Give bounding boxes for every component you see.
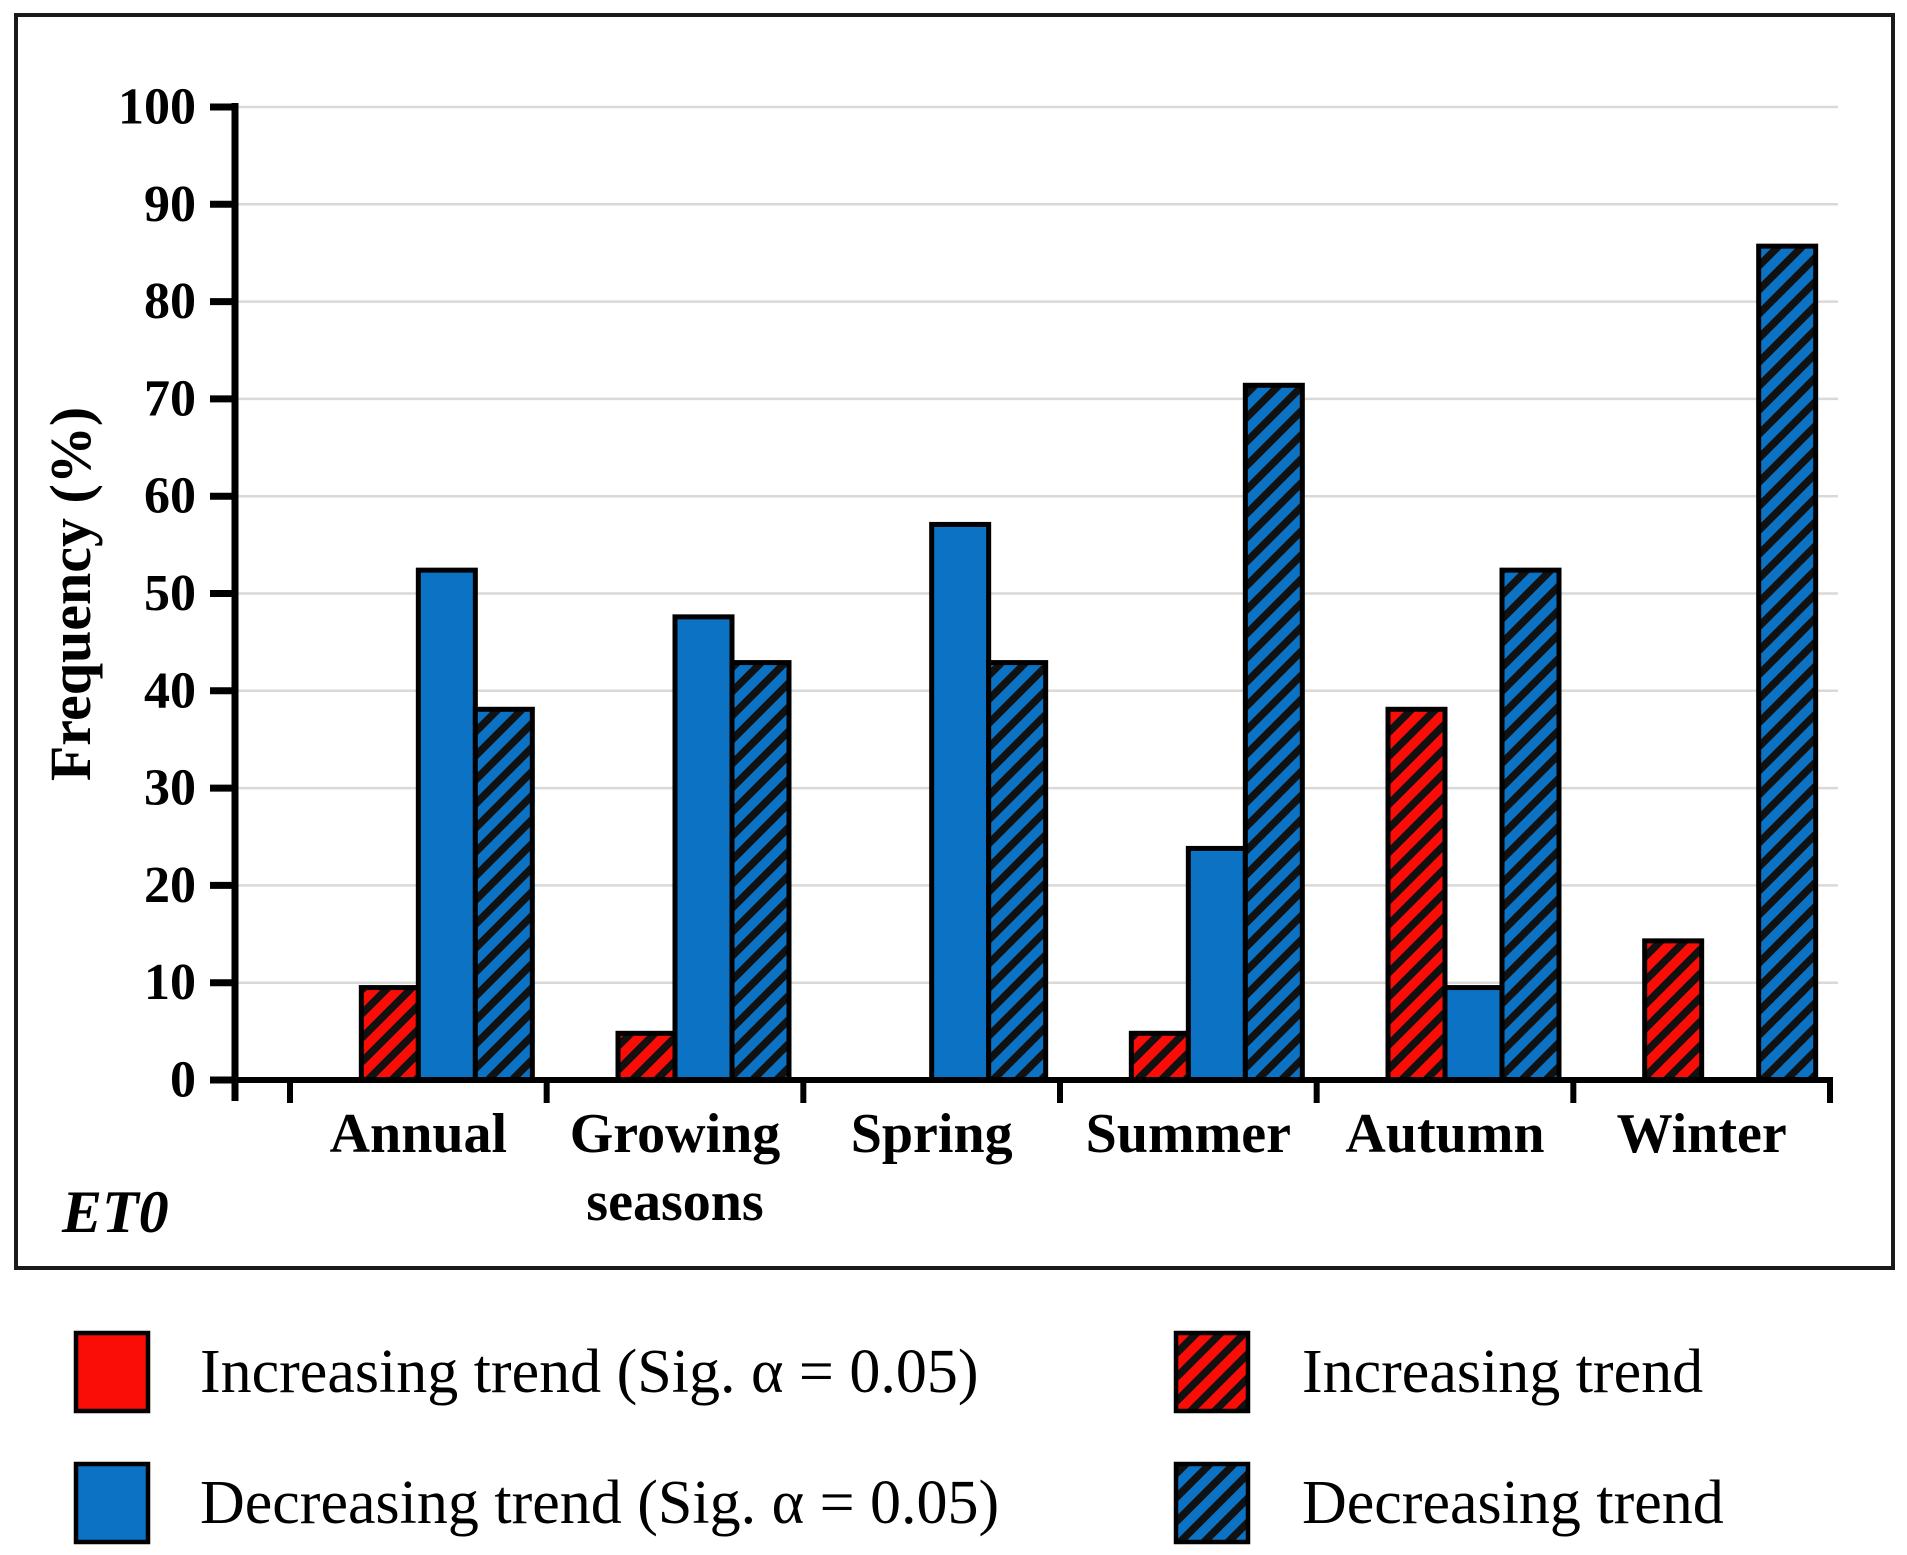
x-category-label-annual: Annual xyxy=(330,1103,507,1165)
bar-summer-decreasing-trend xyxy=(1242,382,1305,1083)
y-tick-label: 10 xyxy=(144,954,196,1011)
bar-summer-increasing-trend xyxy=(1128,1030,1191,1083)
bar-growing-seasons-decreasing-trend-significant xyxy=(672,614,735,1083)
legend-swatch-increasing-trend xyxy=(1173,1330,1251,1414)
legend-label-increasing-trend: Increasing trend xyxy=(1302,1338,1703,1406)
bar-annual-decreasing-trend xyxy=(472,706,535,1083)
y-tick-label: 90 xyxy=(144,176,196,233)
axis-labels-layer: 0 10 20 30 40 50 60 70 80 90 100 Annual Growingseaso… xyxy=(118,79,1787,1234)
y-tick-label: 0 xyxy=(170,1052,196,1109)
legend-swatch-decreasing-trend-significant xyxy=(73,1461,151,1545)
y-tick-label: 50 xyxy=(144,565,196,622)
bar-summer-decreasing-trend-significant xyxy=(1185,845,1248,1083)
x-category-label-autumn: Autumn xyxy=(1345,1103,1544,1165)
x-category-label-spring: Spring xyxy=(851,1103,1013,1165)
axes-layer xyxy=(210,103,1833,1103)
bar-autumn-decreasing-trend-significant xyxy=(1442,985,1505,1083)
y-tick-label: 100 xyxy=(118,79,196,136)
y-tick-label: 20 xyxy=(144,857,196,914)
y-tick-label: 40 xyxy=(144,662,196,719)
y-axis-title: Frequency (%) xyxy=(38,407,103,781)
legend-swatch-increasing-trend-significant xyxy=(73,1330,151,1414)
legend-label-increasing-trend-significant: Increasing trend (Sig. α = 0.05) xyxy=(200,1338,979,1406)
legend-label-decreasing-trend-significant: Decreasing trend (Sig. α = 0.05) xyxy=(200,1469,999,1537)
y-tick-label: 30 xyxy=(144,760,196,817)
x-category-label-winter: Winter xyxy=(1617,1103,1787,1165)
bar-growing-seasons-decreasing-trend xyxy=(729,660,792,1083)
bar-winter-increasing-trend xyxy=(1642,938,1705,1083)
bar-spring-decreasing-trend-significant xyxy=(929,521,992,1083)
bar-autumn-increasing-trend xyxy=(1385,706,1448,1083)
bar-autumn-decreasing-trend xyxy=(1499,567,1562,1083)
bar-spring-decreasing-trend xyxy=(986,660,1049,1083)
y-tick-label: 80 xyxy=(144,273,196,330)
bar-annual-decreasing-trend-significant xyxy=(415,567,478,1083)
x-category-label-summer: Summer xyxy=(1086,1103,1291,1165)
legend-label-decreasing-trend: Decreasing trend xyxy=(1302,1469,1724,1537)
bar-annual-increasing-trend xyxy=(358,985,421,1083)
y-tick-label: 60 xyxy=(144,468,196,525)
y-tick-label: 70 xyxy=(144,370,196,427)
legend: Increasing trend (Sig. α = 0.05) Increasi… xyxy=(73,1330,1724,1545)
x-category-label-growing-seasons: Growing xyxy=(570,1103,781,1165)
x-category-label-growing-seasons: seasons xyxy=(586,1171,763,1233)
bar-winter-decreasing-trend xyxy=(1756,243,1819,1083)
bar-growing-seasons-increasing-trend xyxy=(615,1030,678,1083)
panel-label: ET0 xyxy=(61,1179,169,1245)
legend-swatch-decreasing-trend xyxy=(1173,1461,1251,1545)
